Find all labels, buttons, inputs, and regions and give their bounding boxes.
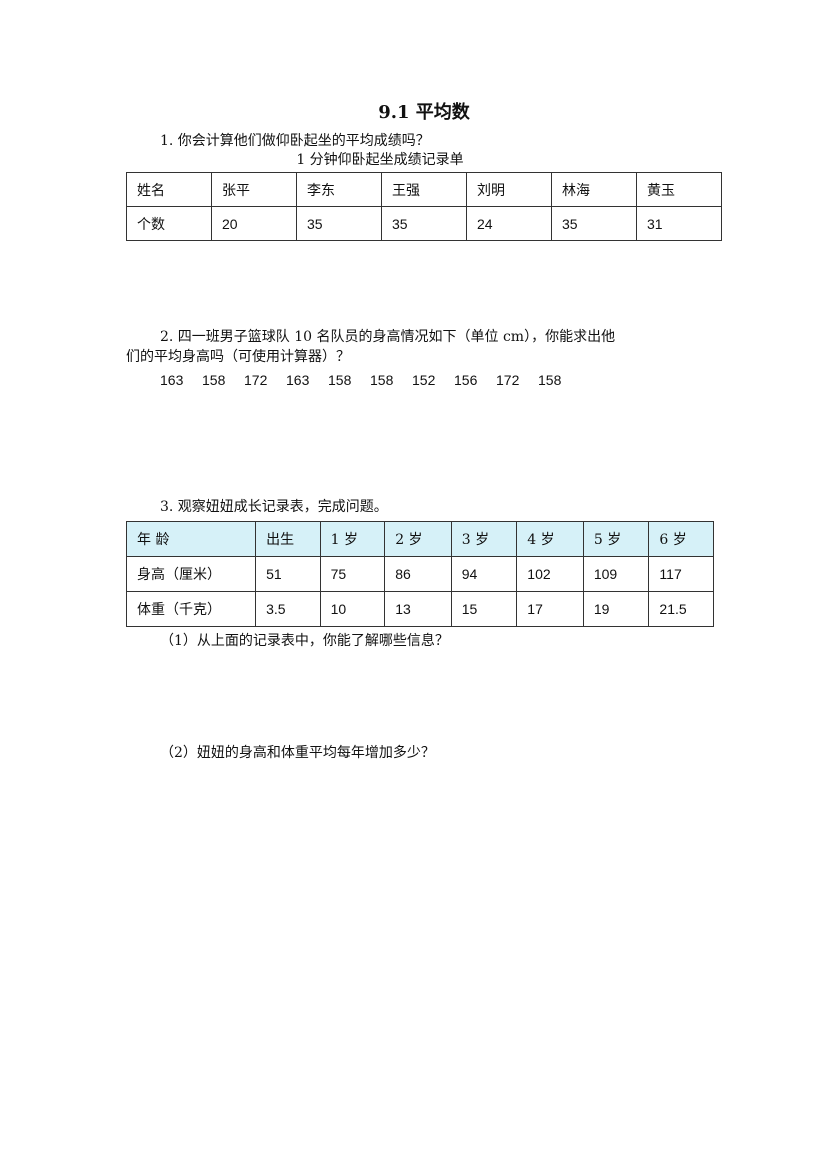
height-list: 163 158 172 163 158 158 152 156 172 158 <box>160 371 580 389</box>
table-cell: 6 岁 <box>648 521 714 557</box>
question-2-line-2: 们的平均身高吗（可使用计算器）？ <box>126 349 350 365</box>
table-cell: 86 <box>384 556 452 592</box>
table-row: 姓名 张平 李东 王强 刘明 林海 黄玉 <box>126 172 723 207</box>
table-cell: 3 岁 <box>450 521 518 557</box>
table-cell: 35 <box>380 206 467 241</box>
table-cell: 李东 <box>295 172 382 207</box>
table-cell: 黄玉 <box>635 172 723 207</box>
table-cell: 2 岁 <box>384 521 452 557</box>
table-cell: 24 <box>465 206 552 241</box>
table-row: 个数 20 35 35 24 35 31 <box>126 206 723 241</box>
height-value: 172 <box>496 372 520 388</box>
question-3-sub-1: （1）从上面的记录表中，你能了解哪些信息？ <box>160 633 449 649</box>
height-value: 158 <box>328 372 352 388</box>
table-cell: 15 <box>450 591 518 627</box>
table-1-title: 1 分钟仰卧起坐成绩记录单 <box>296 152 464 168</box>
table-cell: 林海 <box>550 172 637 207</box>
height-value: 158 <box>538 372 562 388</box>
height-value: 158 <box>202 372 226 388</box>
table-cell: 75 <box>319 556 386 592</box>
table-row: 身高（厘米） 51 75 86 94 102 109 117 <box>125 556 714 592</box>
table-cell: 21.5 <box>648 591 714 627</box>
table-cell: 身高（厘米） <box>125 556 257 592</box>
table-cell: 3.5 <box>255 591 321 627</box>
table-cell: 5 岁 <box>582 521 650 557</box>
table-cell: 王强 <box>380 172 467 207</box>
question-3: 3. 观察妞妞成长记录表，完成问题。 <box>160 499 388 515</box>
question-1: 1. 你会计算他们做仰卧起坐的平均成绩吗？ <box>160 133 430 149</box>
table-cell: 4 岁 <box>516 521 584 557</box>
table-cell: 109 <box>582 556 650 592</box>
table-cell: 20 <box>210 206 297 241</box>
height-value: 163 <box>160 372 184 388</box>
table-cell: 年 龄 <box>125 521 257 557</box>
table-cell: 刘明 <box>465 172 552 207</box>
height-value: 156 <box>454 372 478 388</box>
table-cell: 117 <box>648 556 714 592</box>
height-value: 172 <box>244 372 268 388</box>
question-3-sub-2: （2）妞妞的身高和体重平均每年增加多少？ <box>160 745 435 761</box>
table-cell: 102 <box>516 556 584 592</box>
table-cell: 姓名 <box>126 172 212 207</box>
table-cell: 出生 <box>255 521 321 557</box>
table-cell: 1 岁 <box>319 521 386 557</box>
height-value: 163 <box>286 372 310 388</box>
table-cell: 51 <box>255 556 321 592</box>
table-cell: 张平 <box>210 172 297 207</box>
table-cell: 体重（千克） <box>125 591 257 627</box>
situp-table: 姓名 张平 李东 王强 刘明 林海 黄玉 个数 20 35 35 24 35 31 <box>126 172 723 241</box>
height-value: 158 <box>370 372 394 388</box>
table-cell: 31 <box>635 206 723 241</box>
table-cell: 17 <box>516 591 584 627</box>
question-2-line-1: 2. 四一班男子篮球队 10 名队员的身高情况如下（单位 cm），你能求出他 <box>160 329 616 345</box>
table-cell: 94 <box>450 556 518 592</box>
table-cell: 35 <box>295 206 382 241</box>
table-row: 体重（千克） 3.5 10 13 15 17 19 21.5 <box>125 591 714 627</box>
page-title: 9.1 平均数 <box>378 102 470 123</box>
table-cell: 35 <box>550 206 637 241</box>
table-cell: 13 <box>384 591 452 627</box>
height-value: 152 <box>412 372 436 388</box>
table-cell: 个数 <box>126 206 212 241</box>
table-cell: 10 <box>319 591 386 627</box>
table-cell: 19 <box>582 591 650 627</box>
